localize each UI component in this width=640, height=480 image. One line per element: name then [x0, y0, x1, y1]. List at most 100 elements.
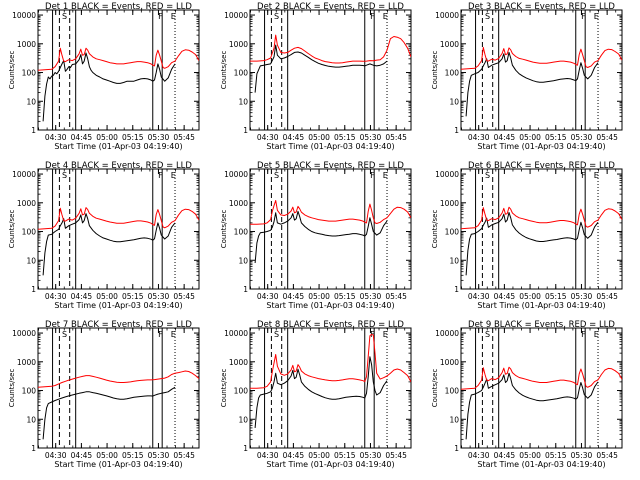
- x-axis-title: Start Time (01-Apr-03 04:19:40): [54, 460, 182, 469]
- x-tick-label: 04:45: [71, 292, 93, 301]
- interval-flag-label: F: [581, 12, 586, 21]
- interval-flag-label: E: [383, 12, 388, 21]
- y-tick-label: 10: [26, 415, 36, 424]
- panel-title: Det 9 BLACK = Events, RED = LLD: [468, 320, 615, 330]
- series-line-events: [42, 213, 176, 276]
- series-line-events: [254, 210, 388, 264]
- detector-panel-4: Det 4 BLACK = Events, RED = LLD 1 10 100 100…: [8, 161, 200, 310]
- y-tick-label: 1: [243, 285, 248, 294]
- y-axis-title: Counts/sec: [8, 210, 16, 249]
- panel-title: Det 4 BLACK = Events, RED = LLD: [45, 161, 192, 171]
- x-tick-label: 05:00: [519, 133, 541, 142]
- y-tick-label: 10000: [224, 329, 248, 338]
- x-tick-label: 05:45: [173, 451, 195, 460]
- series-line-events: [465, 212, 599, 276]
- detector-panel-7: Det 7 BLACK = Events, RED = LLD 1 10 100 100…: [8, 320, 200, 469]
- interval-flag-label: F: [370, 12, 375, 21]
- interval-flag-label: F: [370, 171, 375, 180]
- x-tick-label: 04:45: [283, 133, 305, 142]
- x-tick-label: 05:30: [148, 292, 170, 301]
- interval-flag-label: E: [171, 330, 176, 339]
- panel-title: Det 6 BLACK = Events, RED = LLD: [468, 161, 615, 171]
- y-tick-label: 1: [31, 285, 36, 294]
- interval-flag-label: S: [485, 330, 490, 339]
- interval-flag-label: S: [62, 330, 67, 339]
- y-tick-label: 10000: [12, 170, 36, 179]
- x-tick-label: 05:45: [173, 133, 195, 142]
- y-tick-label: 100: [22, 228, 37, 237]
- y-tick-label: 100: [445, 228, 460, 237]
- y-tick-label: 100: [22, 387, 37, 396]
- interval-flag-label: F: [581, 330, 586, 339]
- x-tick-label: 05:30: [148, 451, 170, 460]
- series-line-events: [42, 52, 176, 122]
- x-tick-label: 05:15: [545, 292, 567, 301]
- y-tick-label: 100: [234, 387, 249, 396]
- y-axis-title: Counts/sec: [431, 369, 439, 408]
- x-tick-label: 04:30: [45, 451, 67, 460]
- x-axis-title: Start Time (01-Apr-03 04:19:40): [54, 142, 182, 151]
- x-axis-title: Start Time (01-Apr-03 04:19:40): [477, 301, 605, 310]
- y-tick-label: 10: [26, 97, 36, 106]
- plot-frame: [460, 9, 623, 131]
- panel-title: Det 2 BLACK = Events, RED = LLD: [257, 2, 404, 12]
- x-tick-label: 05:30: [148, 133, 170, 142]
- y-tick-label: 100: [445, 69, 460, 78]
- x-tick-label: 04:45: [283, 451, 305, 460]
- series-line-events: [254, 356, 388, 428]
- y-tick-label: 10: [238, 97, 248, 106]
- detector-panel-6: Det 6 BLACK = Events, RED = LLD 1 10 100 100…: [431, 161, 623, 310]
- y-tick-label: 10: [449, 97, 459, 106]
- x-tick-label: 05:45: [385, 451, 407, 460]
- x-tick-label: 05:45: [173, 292, 195, 301]
- x-tick-label: 05:00: [96, 292, 118, 301]
- x-tick-label: 04:45: [494, 451, 516, 460]
- y-tick-label: 100: [445, 387, 460, 396]
- x-tick-label: 04:45: [494, 133, 516, 142]
- interval-flag-label: S: [485, 12, 490, 21]
- detector-panel-5: Det 5 BLACK = Events, RED = LLD 1 10 100 100…: [220, 161, 412, 310]
- series-group: [250, 34, 411, 93]
- x-tick-label: 04:30: [257, 292, 279, 301]
- interval-flag-label: F: [158, 12, 163, 21]
- x-axis-title: Start Time (01-Apr-03 04:19:40): [266, 301, 394, 310]
- x-tick-label: 05:00: [519, 451, 541, 460]
- series-group: [250, 200, 411, 264]
- detector-panel-3: Det 3 BLACK = Events, RED = LLD 1 10 100 100…: [431, 2, 623, 151]
- x-tick-label: 04:30: [45, 133, 67, 142]
- y-axis-title: Counts/sec: [431, 210, 439, 249]
- y-tick-label: 1000: [17, 199, 36, 208]
- series-line-lld: [461, 46, 622, 70]
- y-tick-label: 1: [31, 444, 36, 453]
- x-axis-title: Start Time (01-Apr-03 04:19:40): [54, 301, 182, 310]
- series-line-events: [254, 44, 388, 93]
- x-tick-label: 05:15: [122, 292, 144, 301]
- series-line-lld: [38, 47, 199, 71]
- y-tick-label: 1000: [17, 358, 36, 367]
- y-tick-label: 10000: [224, 170, 248, 179]
- x-tick-label: 05:45: [385, 292, 407, 301]
- series-line-lld: [461, 206, 622, 230]
- interval-flag-label: S: [62, 12, 67, 21]
- x-tick-label: 05:00: [519, 292, 541, 301]
- series-line-events: [465, 372, 599, 440]
- x-axis-title: Start Time (01-Apr-03 04:19:40): [477, 460, 605, 469]
- x-tick-label: 05:15: [334, 292, 356, 301]
- y-tick-label: 10: [449, 256, 459, 265]
- y-tick-label: 10: [238, 256, 248, 265]
- series-line-events: [465, 51, 599, 117]
- series-line-lld: [38, 370, 199, 388]
- y-tick-label: 1: [31, 126, 36, 135]
- y-tick-label: 1: [454, 444, 459, 453]
- y-tick-label: 100: [234, 228, 249, 237]
- series-line-lld: [38, 207, 199, 230]
- x-tick-label: 05:00: [96, 133, 118, 142]
- interval-flag-label: S: [485, 171, 490, 180]
- x-tick-label: 05:15: [122, 451, 144, 460]
- x-tick-label: 04:45: [283, 292, 305, 301]
- series-line-lld: [250, 200, 411, 225]
- x-tick-label: 05:45: [596, 133, 618, 142]
- y-axis-title: Counts/sec: [431, 51, 439, 90]
- x-tick-label: 05:00: [308, 133, 330, 142]
